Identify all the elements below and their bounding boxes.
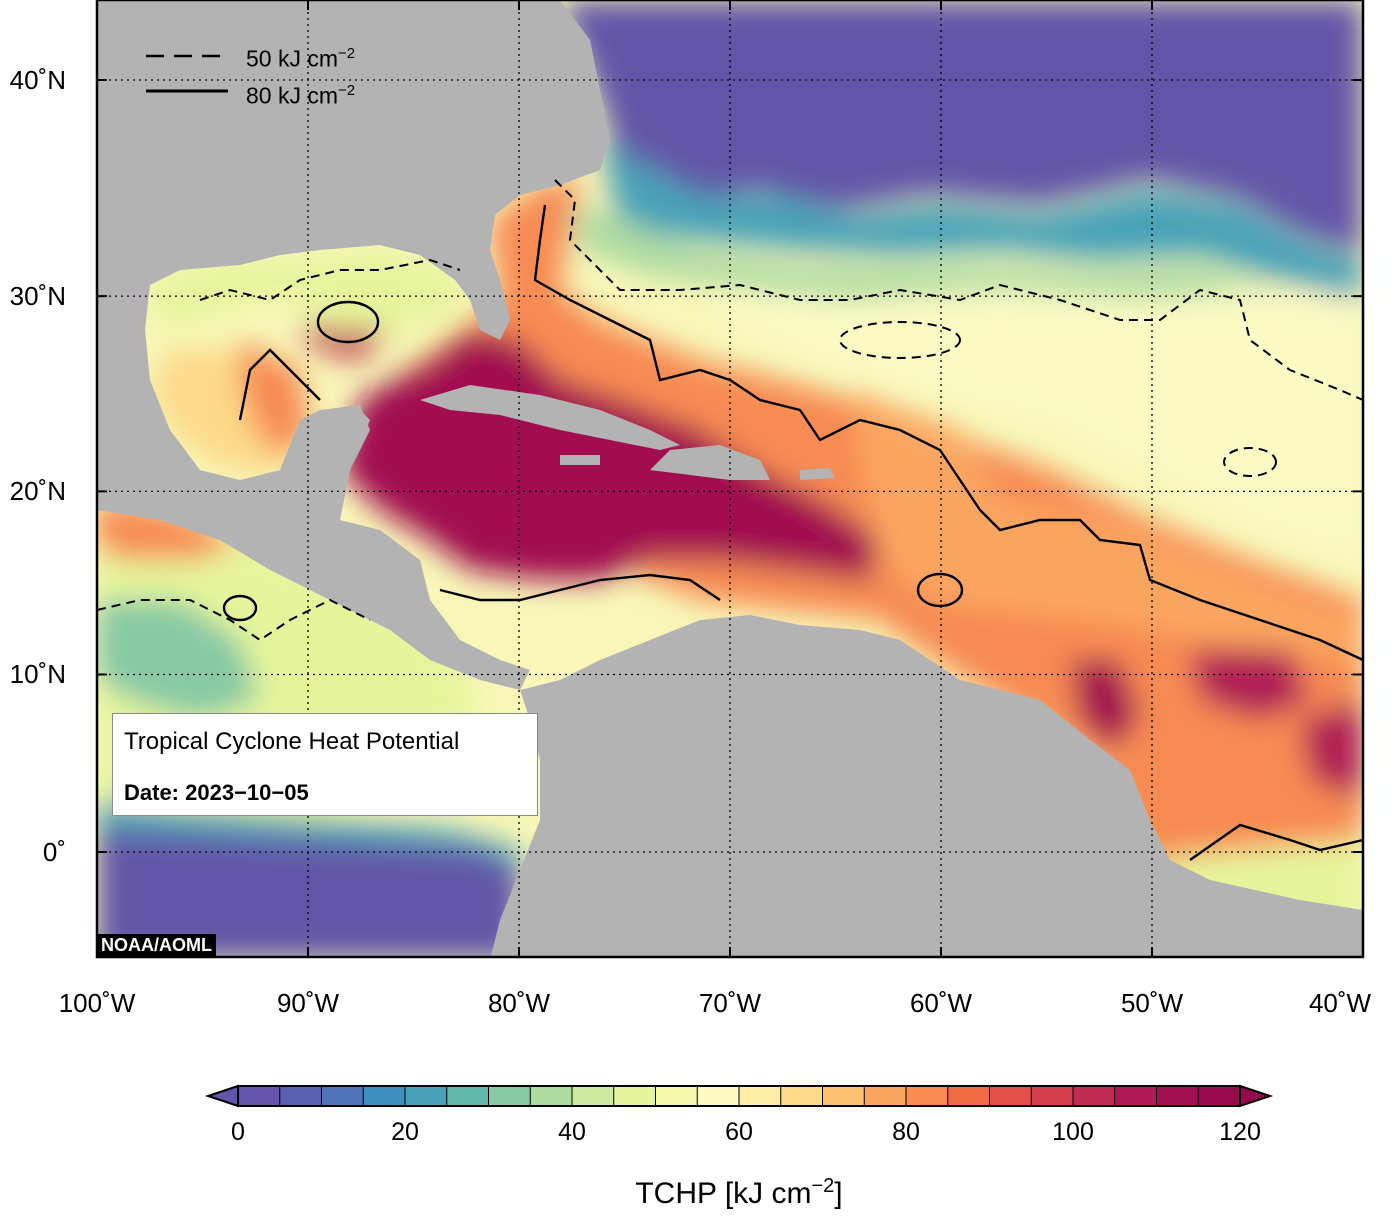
contour-80-loop-3: [222, 594, 258, 622]
colorbar-bin: [655, 1086, 698, 1106]
colorbar-bin: [1073, 1086, 1116, 1106]
colorbar-bin: [1198, 1086, 1241, 1106]
colorbar-bin: [697, 1086, 740, 1106]
contour-80-loop-2: [916, 572, 964, 608]
colorbar-bin: [906, 1086, 949, 1106]
contour-50-gulf: [199, 258, 461, 302]
map-plot-area: [97, 0, 1363, 957]
colorbar-bin: [572, 1086, 615, 1106]
contour-50-loop-2: [839, 321, 961, 359]
colorbar-bin: [446, 1086, 489, 1106]
legend-dashed-label: 50 kJ cm−2: [246, 45, 356, 72]
colorbar-bin: [363, 1086, 406, 1106]
contour-80-north: [533, 204, 1363, 662]
colorbar-bin: [1031, 1086, 1074, 1106]
colorbar-max-arrow: [1239, 1084, 1274, 1108]
colorbar-tick-label: 100: [1052, 1118, 1094, 1146]
colorbar-bin: [238, 1086, 281, 1106]
colorbar-tick-label: 40: [558, 1118, 586, 1146]
graticule: [97, 0, 1363, 957]
lon-label: 90˚W: [276, 988, 340, 1018]
colorbar-bin: [780, 1086, 823, 1106]
colorbar-bin: [1156, 1086, 1199, 1106]
lat-label: 20˚N: [9, 476, 66, 507]
colorbar-tick-label: 0: [231, 1118, 245, 1146]
contours: [222, 204, 1363, 861]
contour-50-north: [554, 179, 1363, 401]
lon-tick-marks: [96, 0, 1364, 957]
contour-50-pacific: [97, 598, 371, 642]
colorbar-bin: [947, 1086, 990, 1106]
contour-80-loop: [316, 300, 380, 344]
colorbar-min-arrow: [204, 1084, 239, 1108]
colorbar-tick-label: 60: [725, 1118, 753, 1146]
colorbar-bin: [279, 1086, 322, 1106]
colorbar-bin: [1114, 1086, 1157, 1106]
colorbar: [204, 1084, 1274, 1108]
contour-80-caribbean: [439, 573, 721, 602]
credit-label: NOAA/AOML: [97, 934, 216, 956]
land: [97, 0, 1363, 957]
colorbar-bin: [613, 1086, 656, 1106]
colorbar-bin: [530, 1086, 573, 1106]
colorbar-bin: [488, 1086, 531, 1106]
lon-label: 70˚W: [698, 988, 762, 1018]
contour-80-south: [1189, 823, 1363, 861]
contours-dashed: [97, 179, 1363, 642]
lat-tick-marks: [97, 79, 1363, 853]
contour-80-gulf: [238, 348, 321, 421]
contour-50-loop: [1223, 447, 1277, 477]
colorbar-tick-label: 80: [892, 1118, 920, 1146]
lon-label: 50˚W: [1120, 988, 1184, 1018]
colorbar-bin: [739, 1086, 782, 1106]
info-box: Tropical Cyclone Heat Potential Date: 20…: [112, 713, 538, 816]
lon-label: 40˚W: [1308, 988, 1372, 1018]
lat-label: 10˚N: [9, 659, 66, 690]
colorbar-bin: [864, 1086, 907, 1106]
lon-label: 80˚W: [487, 988, 551, 1018]
colorbar-tick-label: 20: [391, 1118, 419, 1146]
info-title: Tropical Cyclone Heat Potential: [124, 728, 460, 755]
info-date: Date: 2023−10−05: [124, 780, 309, 805]
colorbar-tick-label: 120: [1219, 1118, 1261, 1146]
colorbar-bin: [989, 1086, 1032, 1106]
colorbar-bin: [822, 1086, 865, 1106]
colorbar-bin: [321, 1086, 364, 1106]
lat-label: 30˚N: [9, 281, 66, 312]
lon-label: 100˚W: [58, 988, 136, 1018]
colorbar-frame: [237, 1085, 1241, 1107]
lat-label: 40˚N: [9, 65, 66, 95]
colorbar-bin: [405, 1086, 448, 1106]
legend-solid-label: 80 kJ cm−2: [246, 82, 356, 109]
colorbar-title: TCHP [kJ cm−2]: [635, 1175, 843, 1210]
lat-label: 0˚: [42, 837, 66, 867]
lon-label: 60˚W: [909, 988, 973, 1018]
